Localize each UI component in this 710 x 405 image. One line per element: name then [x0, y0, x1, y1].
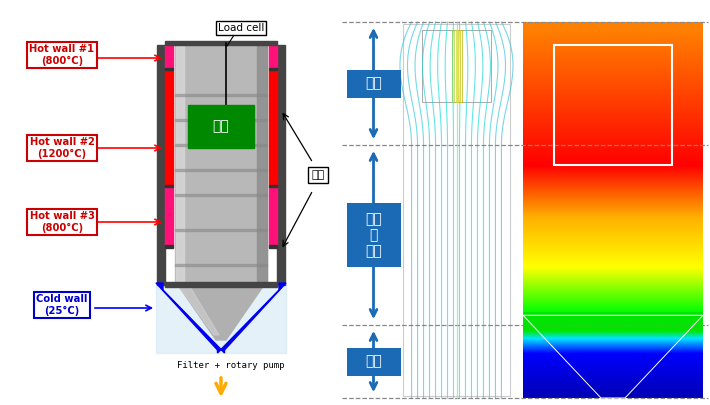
Bar [277, 45, 285, 285]
Bar [269, 68, 277, 70]
Bar [269, 185, 277, 187]
Bar [167, 355, 295, 375]
Bar [269, 245, 277, 248]
Bar [269, 187, 277, 245]
Bar [165, 245, 173, 248]
FancyBboxPatch shape [346, 203, 400, 267]
Text: Hot wall #3
(800°C): Hot wall #3 (800°C) [30, 211, 94, 233]
Polygon shape [178, 285, 264, 340]
Text: 단열: 단열 [312, 170, 324, 180]
Bar [269, 70, 277, 185]
Text: 시료: 시료 [212, 119, 229, 134]
Polygon shape [156, 283, 224, 353]
Bar [422, 30, 491, 102]
FancyBboxPatch shape [346, 70, 400, 98]
Bar [175, 169, 267, 171]
Polygon shape [178, 285, 219, 335]
Bar [403, 24, 510, 396]
Text: 석출
및
이송: 석출 및 이송 [365, 212, 382, 258]
Bar [175, 94, 267, 96]
Bar [554, 45, 672, 165]
Bar [176, 45, 184, 285]
Bar [165, 282, 277, 287]
Bar [157, 45, 165, 285]
Bar [165, 45, 173, 68]
Bar [165, 187, 173, 245]
Bar [165, 68, 173, 70]
Text: Filter + rotary pump: Filter + rotary pump [178, 360, 285, 369]
Bar [175, 144, 267, 146]
Text: Load cell: Load cell [218, 23, 264, 33]
Text: Hot wall #2
(1200°C): Hot wall #2 (1200°C) [30, 137, 94, 159]
Bar [175, 194, 267, 196]
Bar [257, 45, 267, 285]
Bar [165, 185, 173, 187]
Bar [175, 229, 267, 231]
Bar [188, 105, 254, 148]
FancyBboxPatch shape [346, 347, 400, 375]
Bar [165, 41, 277, 45]
Text: 회수: 회수 [365, 354, 382, 369]
Bar [156, 283, 286, 353]
Text: Hot wall #1
(800°C): Hot wall #1 (800°C) [29, 44, 94, 66]
Bar [175, 119, 267, 121]
Polygon shape [217, 283, 286, 353]
Bar [175, 264, 267, 266]
Bar [165, 70, 173, 185]
Text: 휘발: 휘발 [365, 77, 382, 90]
Bar [269, 45, 277, 68]
Text: Cold wall
(25°C): Cold wall (25°C) [36, 294, 88, 316]
Bar [175, 45, 267, 285]
